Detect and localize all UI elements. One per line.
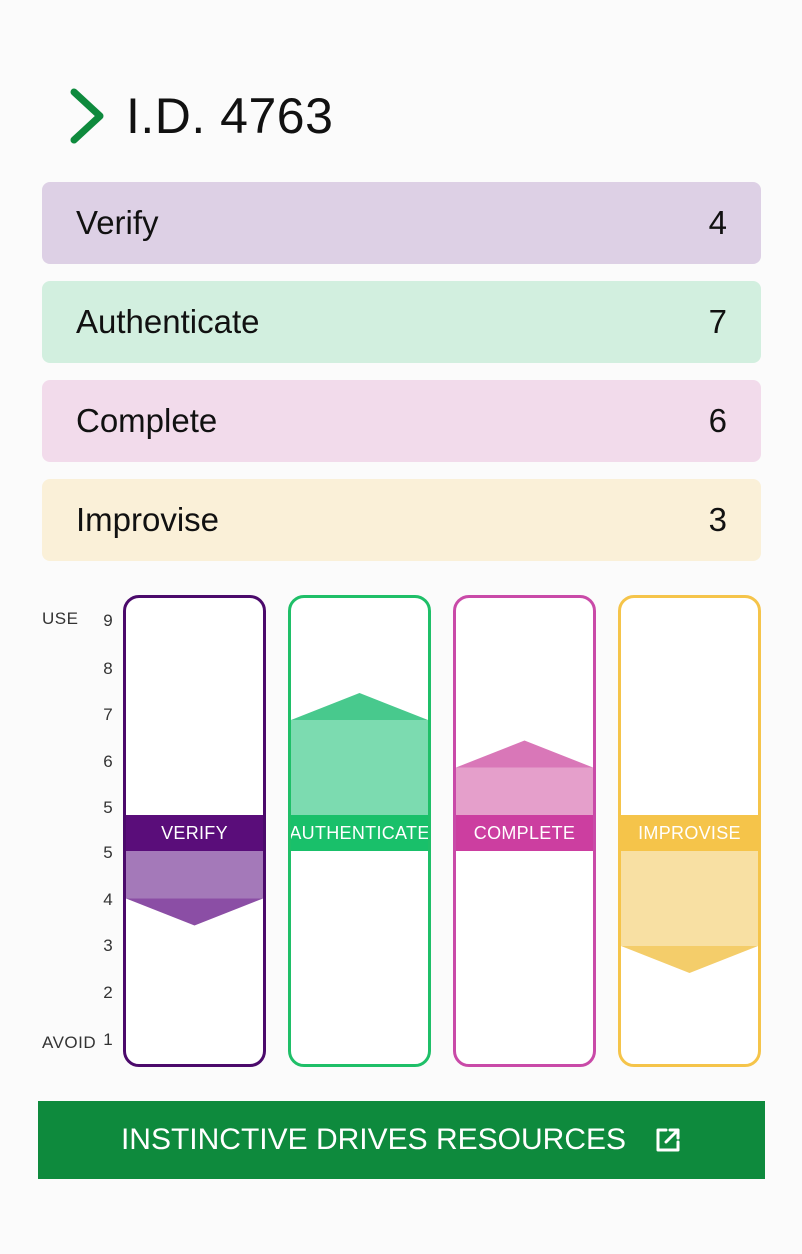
score-label: Improvise: [76, 501, 220, 538]
axis-tick: 9: [103, 611, 113, 630]
resources-button-label: INSTINCTIVE DRIVES RESOURCES: [120, 1123, 627, 1156]
axis-tick: 5: [103, 843, 113, 862]
score-value: 4: [708, 204, 727, 241]
axis-tick: 5: [103, 798, 113, 817]
score-value: 6: [708, 402, 727, 439]
drive-column-improvise: IMPROVISE: [618, 595, 761, 1067]
header: I.D. 4763: [68, 86, 333, 146]
score-row-verify: Verify 4: [42, 182, 761, 264]
score-label: Verify: [76, 204, 159, 241]
axis-avoid-label: AVOID: [42, 1033, 97, 1052]
drive-fill: [456, 740, 593, 815]
drive-column-verify: VERIFY: [123, 595, 266, 1067]
drive-band-label: AUTHENTICATE: [291, 815, 428, 851]
drive-fill-bar: [291, 720, 428, 815]
resources-button[interactable]: INSTINCTIVE DRIVES RESOURCES: [38, 1101, 765, 1179]
axis-use-label: USE: [42, 609, 79, 628]
drive-band-label: VERIFY: [126, 815, 263, 851]
drive-band-label: COMPLETE: [456, 815, 593, 851]
drive-fill: [126, 851, 263, 926]
drive-fill: [621, 851, 758, 973]
score-value: 7: [708, 303, 727, 340]
axis-tick: 7: [103, 705, 113, 724]
page-title: I.D. 4763: [126, 88, 334, 144]
score-row-authenticate: Authenticate 7: [42, 281, 761, 363]
axis-tick: 3: [103, 936, 113, 955]
score-row-improvise: Improvise 3: [42, 479, 761, 561]
drive-fill-arrow: [291, 693, 428, 720]
drive-fill-arrow: [621, 946, 758, 973]
score-row-complete: Complete 6: [42, 380, 761, 462]
chevron-right-icon: [70, 88, 104, 144]
score-label: Complete: [76, 402, 218, 439]
score-value: 3: [708, 501, 727, 538]
drive-column-complete: COMPLETE: [453, 595, 596, 1067]
drive-fill: [291, 693, 428, 815]
drive-fill-bar: [621, 851, 758, 946]
axis-tick: 1: [103, 1030, 113, 1049]
drive-fill-bar: [456, 767, 593, 815]
axis-tick: 2: [103, 983, 113, 1002]
drive-column-authenticate: AUTHENTICATE: [288, 595, 431, 1067]
drive-fill-arrow: [126, 898, 263, 926]
drive-fill-arrow: [456, 740, 593, 768]
drive-band-label: IMPROVISE: [621, 815, 758, 851]
score-label: Authenticate: [76, 303, 260, 340]
axis-tick: 4: [103, 890, 113, 909]
axis-tick: 6: [103, 752, 113, 771]
drive-fill-bar: [126, 851, 263, 899]
axis-tick: 8: [103, 659, 113, 678]
external-link-icon: [656, 1128, 680, 1152]
